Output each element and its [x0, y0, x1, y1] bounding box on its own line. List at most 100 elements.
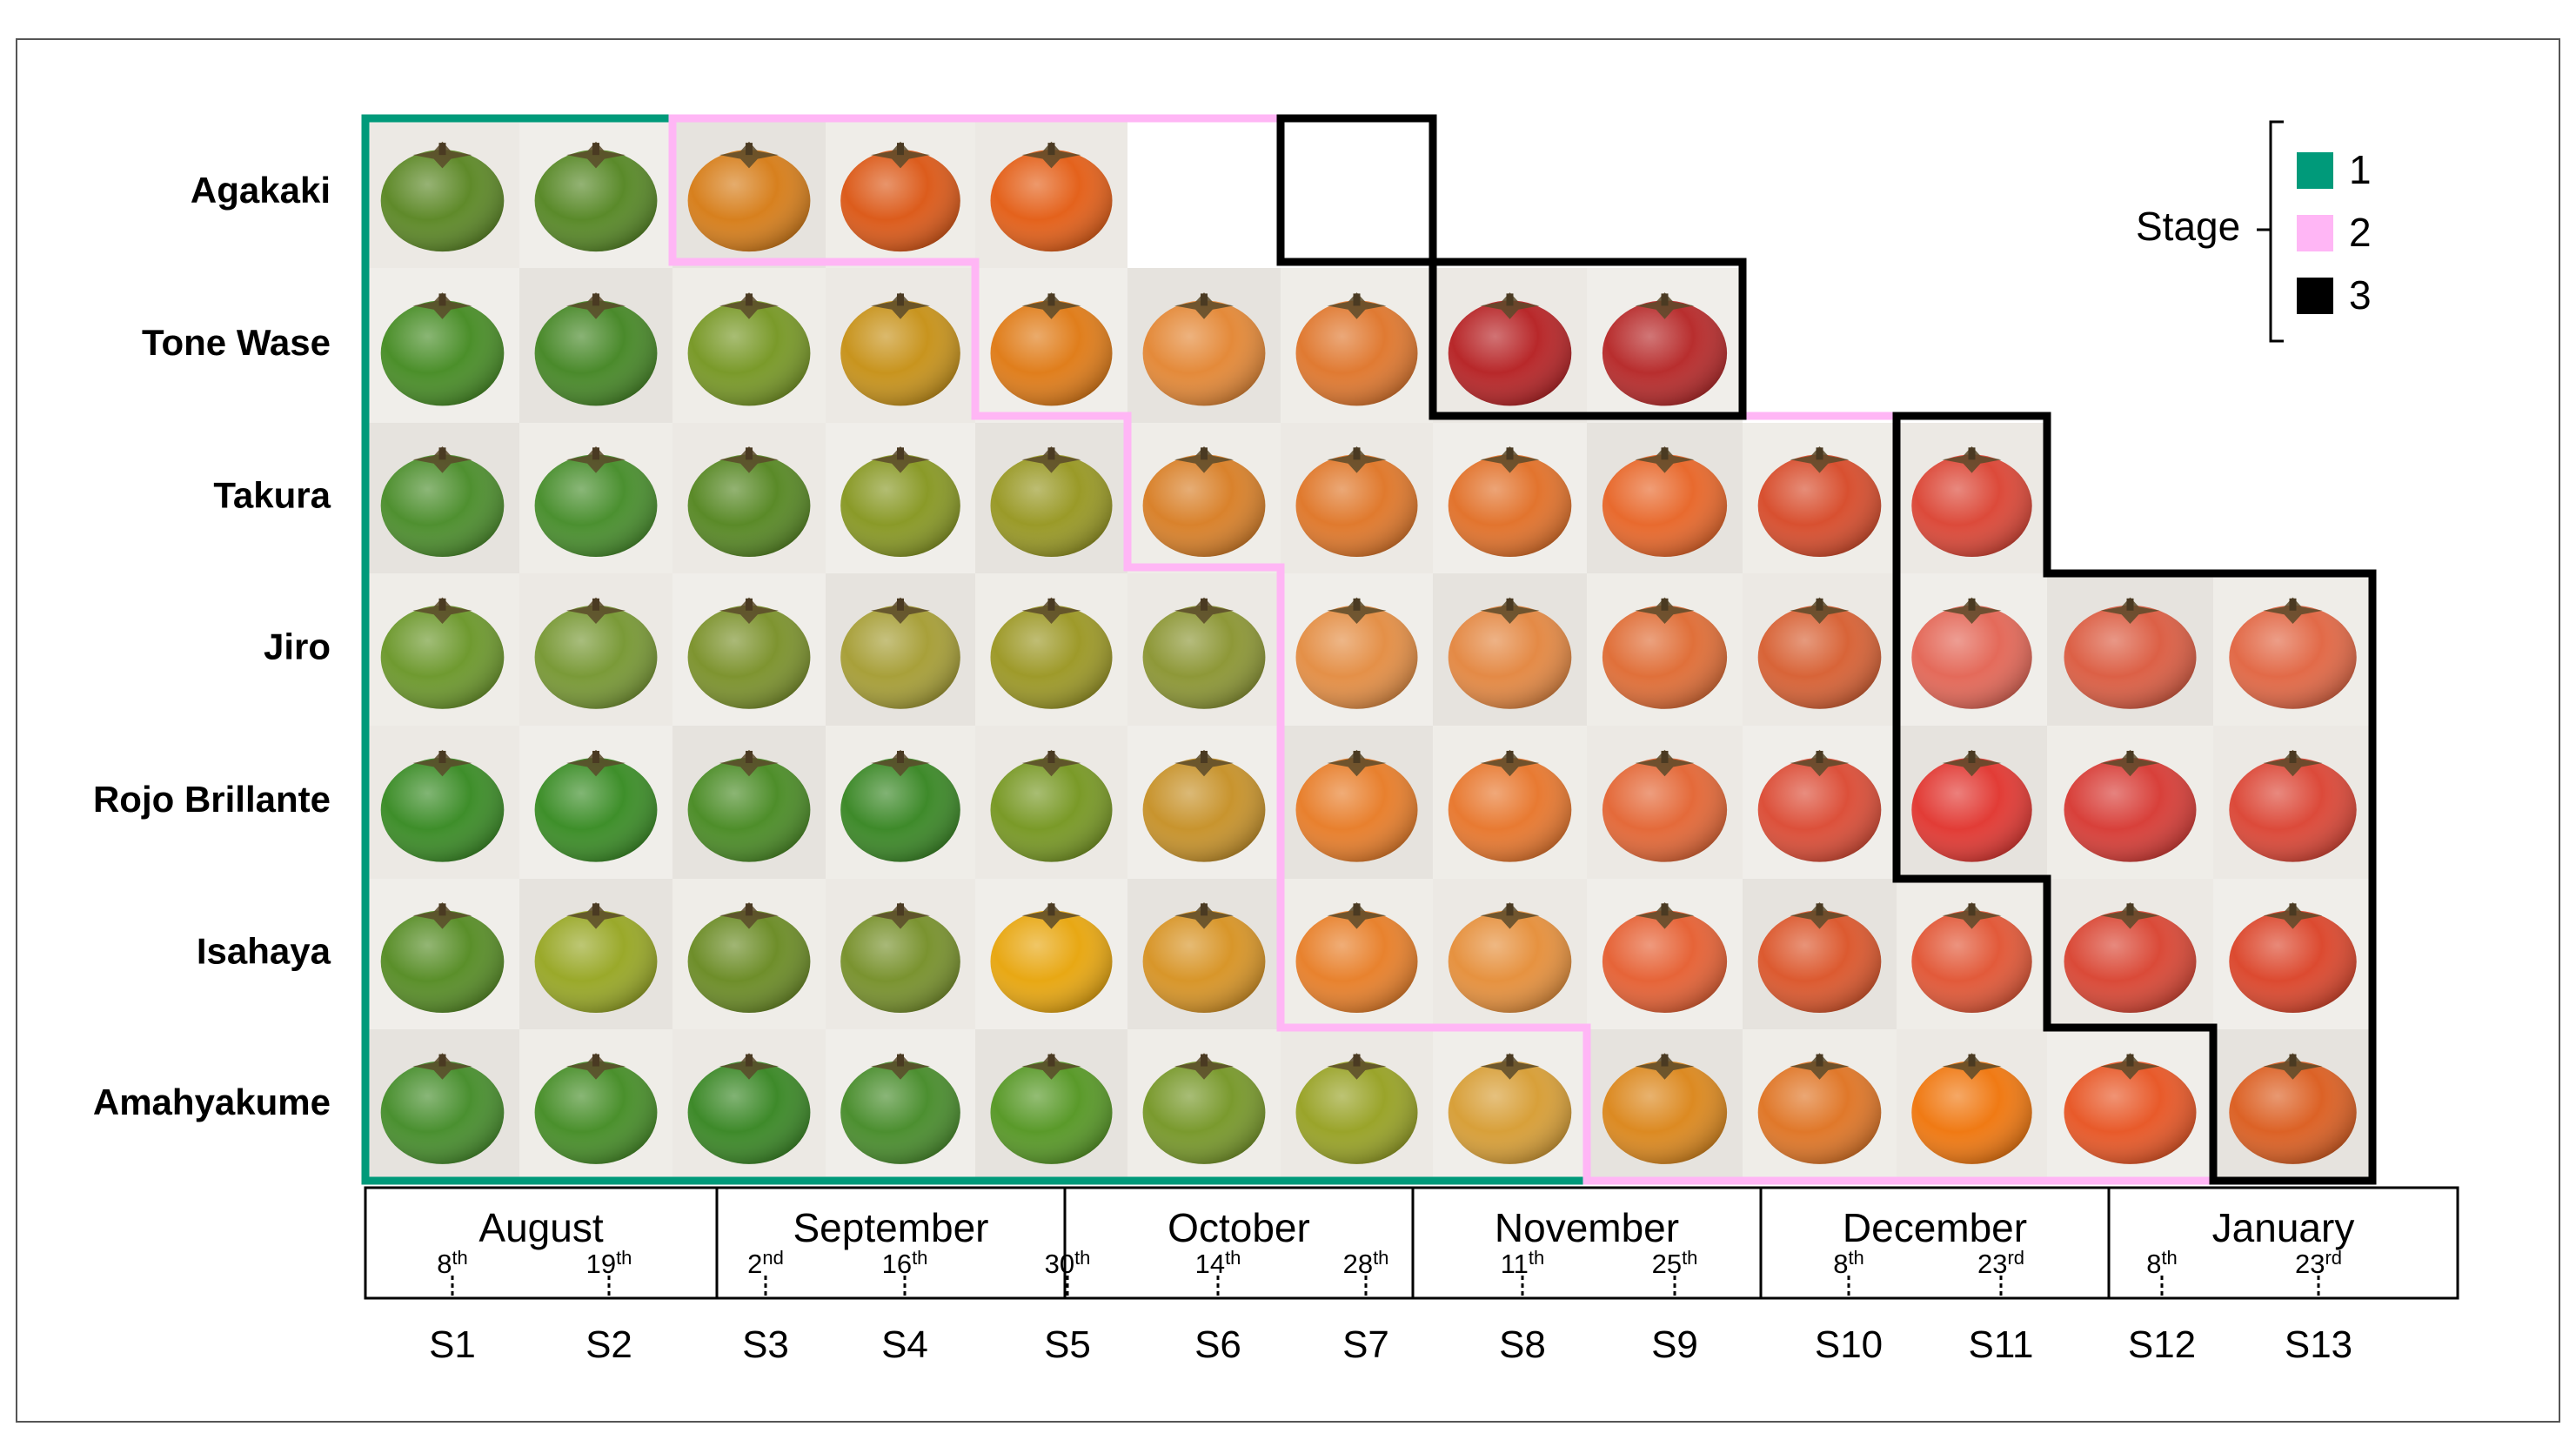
- fruit-shading: [840, 605, 960, 709]
- sample-code: S8: [1499, 1323, 1546, 1366]
- fruit-shading: [1448, 910, 1572, 1013]
- fruit-shading: [840, 910, 960, 1013]
- fruit-stem: [2289, 598, 2297, 611]
- fruit-shading: [380, 910, 505, 1013]
- sample-code: S5: [1044, 1323, 1091, 1366]
- fruit-photo: [519, 268, 672, 423]
- fruit-stem: [438, 903, 446, 916]
- fruit-stem: [2126, 750, 2134, 763]
- fruit-stem: [746, 293, 753, 306]
- fruit-photo: [826, 1029, 975, 1181]
- legend-item-label: 1: [2349, 147, 2372, 192]
- fruit-shading: [687, 910, 811, 1013]
- fruit-shading: [1295, 910, 1418, 1013]
- fruit-shading: [840, 300, 960, 406]
- fruit-photo: [1587, 268, 1743, 423]
- fruit-photo: [1897, 726, 2047, 879]
- fruit-photo: [975, 1029, 1127, 1181]
- fruit-photo: [365, 879, 519, 1029]
- fruit-photo: [2213, 879, 2372, 1029]
- variety-label: Jiro: [264, 626, 331, 667]
- sample-code: S2: [585, 1323, 632, 1366]
- fruit-photo: [826, 726, 975, 879]
- fruit-stem: [1506, 447, 1514, 460]
- fruit-calyx: [1635, 292, 1695, 319]
- fruit-photo: [1281, 268, 1433, 423]
- fruit-shading: [534, 605, 658, 709]
- fruit-stem: [2126, 1054, 2134, 1067]
- fruit-stem: [2289, 903, 2297, 916]
- stage-3-border-agakaki: [1276, 114, 1437, 266]
- fruit-stem: [897, 143, 904, 156]
- fruit-photo: [519, 726, 672, 879]
- fruit-shading: [380, 454, 505, 557]
- sample-code: S3: [742, 1323, 789, 1366]
- fruit-shading: [1757, 910, 1882, 1013]
- fruit-photo: [975, 726, 1127, 879]
- fruit-stem: [1661, 598, 1669, 611]
- fruit-shading: [687, 757, 811, 862]
- fruit-shading: [1911, 605, 2032, 709]
- day-label: 23rd: [2295, 1247, 2342, 1279]
- fruit-photo: [975, 879, 1127, 1029]
- fruit-calyx: [1480, 749, 1540, 777]
- month-label: December: [1843, 1205, 2027, 1250]
- fruit-shading: [534, 300, 658, 406]
- fruit-stem: [746, 903, 753, 916]
- fruit-shading: [1602, 300, 1728, 406]
- fruit-photo: [1433, 573, 1587, 726]
- fruit-shading: [380, 605, 505, 709]
- fruit-shading: [1757, 1061, 1882, 1164]
- fruit-stem: [1201, 1054, 1208, 1067]
- fruit-photo: [1897, 1029, 2047, 1181]
- fruit-stem: [1968, 1054, 1976, 1067]
- fruit-shading: [380, 757, 505, 862]
- fruit-stem: [1816, 598, 1823, 611]
- day-label: 19th: [586, 1247, 632, 1279]
- fruit-photo: [2213, 726, 2372, 879]
- fruit-shading: [1295, 757, 1418, 862]
- fruit-photo: [519, 1029, 672, 1181]
- stage-3-border-tone-wase: [1429, 258, 1747, 420]
- fruit-stem: [897, 1054, 904, 1067]
- fruit-shading: [1448, 605, 1572, 709]
- fruit-stem: [1047, 1054, 1055, 1067]
- fruit-shading: [840, 454, 960, 557]
- fruit-shading: [1142, 605, 1266, 709]
- fruit-shading: [2064, 910, 2197, 1013]
- fruit-photo: [365, 118, 519, 268]
- fruit-shading: [2229, 605, 2357, 709]
- fruit-photo: [1897, 423, 2047, 573]
- variety-label: Rojo Brillante: [93, 779, 331, 820]
- fruit-photo: [519, 573, 672, 726]
- fruit-stem: [2289, 750, 2297, 763]
- fruit-shading: [1757, 605, 1882, 709]
- legend-swatch: [2297, 278, 2333, 314]
- fruit-shading: [687, 300, 811, 406]
- stage-borders: [361, 114, 2377, 1185]
- variety-label: Amahyakume: [93, 1082, 331, 1122]
- fruit-calyx: [1021, 749, 1081, 777]
- fruit-photo: [975, 573, 1127, 726]
- fruit-stem: [1047, 447, 1055, 460]
- variety-label: Takura: [213, 475, 331, 516]
- variety-labels: Agakaki Tone Wase Takura Jiro Rojo Brillante…: [93, 170, 331, 1122]
- fruit-photo: [1743, 879, 1897, 1029]
- fruit-photo: [1127, 1029, 1281, 1181]
- fruit-shading: [1295, 454, 1418, 557]
- fruit-photo: [672, 1029, 826, 1181]
- fruit-stem: [592, 903, 599, 916]
- fruit-stem: [438, 750, 446, 763]
- fruit-photo: [1127, 879, 1281, 1029]
- fruit-stem: [897, 750, 904, 763]
- fruit-shading: [1448, 1061, 1572, 1164]
- fruit-stem: [1816, 903, 1823, 916]
- fruit-calyx: [412, 292, 472, 319]
- fruit-shading: [1911, 454, 2032, 557]
- fruit-stem: [1506, 598, 1514, 611]
- fruit-photo: [672, 423, 826, 573]
- fruit-shading: [1602, 605, 1728, 709]
- fruit-photo: [672, 573, 826, 726]
- stage-3-border-late: [1892, 412, 2377, 1185]
